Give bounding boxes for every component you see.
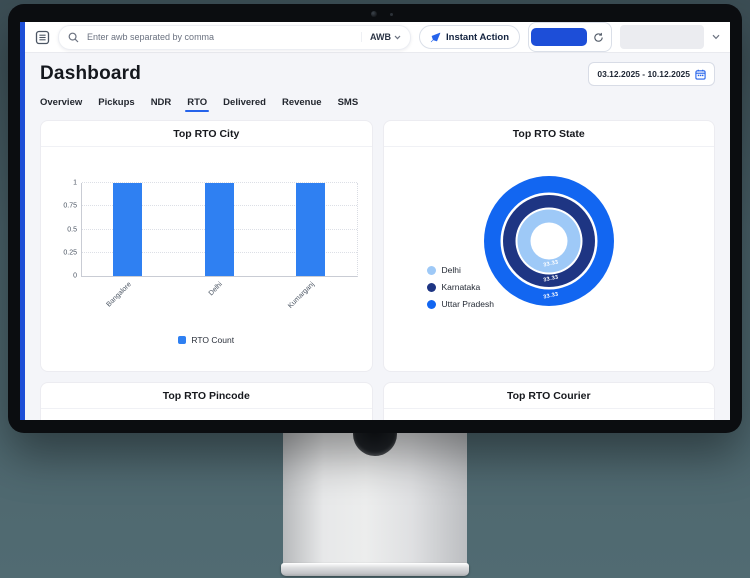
card-top-rto-pincode: Top RTO Pincode <box>40 382 373 420</box>
instant-action-button[interactable]: Instant Action <box>419 25 520 49</box>
wallet-balance-redacted[interactable] <box>531 28 587 46</box>
donut-legend: Delhi Karnataka Uttar Pradesh <box>426 265 494 309</box>
gridline <box>82 182 357 183</box>
y-axis-tick: 1 <box>73 179 77 187</box>
y-axis-tick: 0 <box>73 272 77 280</box>
search-input[interactable] <box>85 31 356 43</box>
legend-swatch <box>178 336 187 344</box>
x-axis-label: Bangalore <box>105 281 133 309</box>
card-title: Top RTO City <box>41 121 372 147</box>
awb-dropdown-label: AWB <box>370 32 392 42</box>
main-content: Dashboard 03.12.2025 - 10.12.2025 Overvi… <box>25 53 730 420</box>
legend-label: Delhi <box>441 265 461 275</box>
date-range-label: 03.12.2025 - 10.12.2025 <box>597 69 690 79</box>
monitor-bezel: AWB Instant Action <box>8 4 742 433</box>
search-bar[interactable]: AWB <box>58 24 412 50</box>
legend-swatch <box>426 265 436 275</box>
bar-kumarganj[interactable] <box>296 183 326 276</box>
donut-chart: 33.33 33.33 33.33 <box>482 174 616 308</box>
tab-sms[interactable]: SMS <box>337 97 359 108</box>
menu-icon[interactable] <box>35 30 50 45</box>
card-top-rto-state: Top RTO State 33.33 33.33 33.33 Delhi <box>382 120 715 372</box>
legend-label: RTO Count <box>191 335 235 345</box>
tab-rto[interactable]: RTO <box>185 97 210 112</box>
app-window: AWB Instant Action <box>25 22 730 420</box>
profile-menu-redacted[interactable] <box>620 25 704 49</box>
card-title: Top RTO State <box>383 121 714 147</box>
y-axis-tick: 0.5 <box>67 226 77 233</box>
page-title: Dashboard <box>40 63 142 84</box>
profile-chevron-down-icon[interactable] <box>712 34 720 40</box>
bar-chart-legend[interactable]: RTO Count <box>41 335 372 345</box>
tab-pickups[interactable]: Pickups <box>98 97 135 108</box>
ring-gap <box>530 222 568 260</box>
card-top-rto-city: Top RTO City 0 0.25 0.5 0.75 1 Bangalore Delhi… <box>40 120 373 372</box>
instant-action-label: Instant Action <box>446 31 509 43</box>
sidebar-accent-strip <box>20 22 25 420</box>
x-axis-label: Delhi <box>207 281 225 298</box>
awb-dropdown[interactable]: AWB <box>361 32 401 42</box>
monitor-stand-base <box>281 563 469 576</box>
y-axis-tick: 0.75 <box>63 202 77 210</box>
webcam-indicator-icon <box>390 13 393 16</box>
legend-item-delhi[interactable]: Delhi <box>426 265 494 275</box>
card-top-rto-courier: Top RTO Courier <box>382 382 715 420</box>
legend-item-uttar-pradesh[interactable]: Uttar Pradesh <box>426 299 494 309</box>
screen: AWB Instant Action <box>20 22 730 420</box>
card-title: Top RTO Courier <box>383 383 714 409</box>
tab-ndr[interactable]: NDR <box>150 97 172 108</box>
tab-overview[interactable]: Overview <box>40 97 83 108</box>
webcam-icon <box>371 11 377 17</box>
legend-swatch <box>426 299 436 309</box>
legend-item-karnataka[interactable]: Karnataka <box>426 282 494 292</box>
tab-bar: Overview Pickups NDR RTO Delivered Reven… <box>40 97 715 112</box>
wallet-group <box>528 22 612 52</box>
tab-delivered[interactable]: Delivered <box>223 97 266 108</box>
search-icon <box>68 32 79 43</box>
x-axis-label: Kumarganj <box>286 281 316 310</box>
y-axis-tick: 0.25 <box>63 249 77 257</box>
chevron-down-icon <box>394 35 401 39</box>
tab-revenue[interactable]: Revenue <box>281 97 322 108</box>
card-title: Top RTO Pincode <box>41 383 372 409</box>
legend-label: Karnataka <box>441 282 481 292</box>
monitor-stand-neck <box>283 430 467 565</box>
legend-label: Uttar Pradesh <box>441 299 494 309</box>
bar-bangalore[interactable] <box>113 183 143 276</box>
topbar: AWB Instant Action <box>25 22 730 53</box>
monitor-stand-notch <box>353 430 397 456</box>
refresh-icon[interactable] <box>593 32 609 43</box>
date-range-picker[interactable]: 03.12.2025 - 10.12.2025 <box>588 62 715 86</box>
bar-chart-plot: 0 0.25 0.5 0.75 1 Bangalore Delhi Kumarganj <box>63 180 358 310</box>
instant-action-icon <box>430 32 441 42</box>
legend-swatch <box>426 282 436 292</box>
bar-delhi[interactable] <box>204 183 234 276</box>
calendar-icon <box>695 69 706 80</box>
